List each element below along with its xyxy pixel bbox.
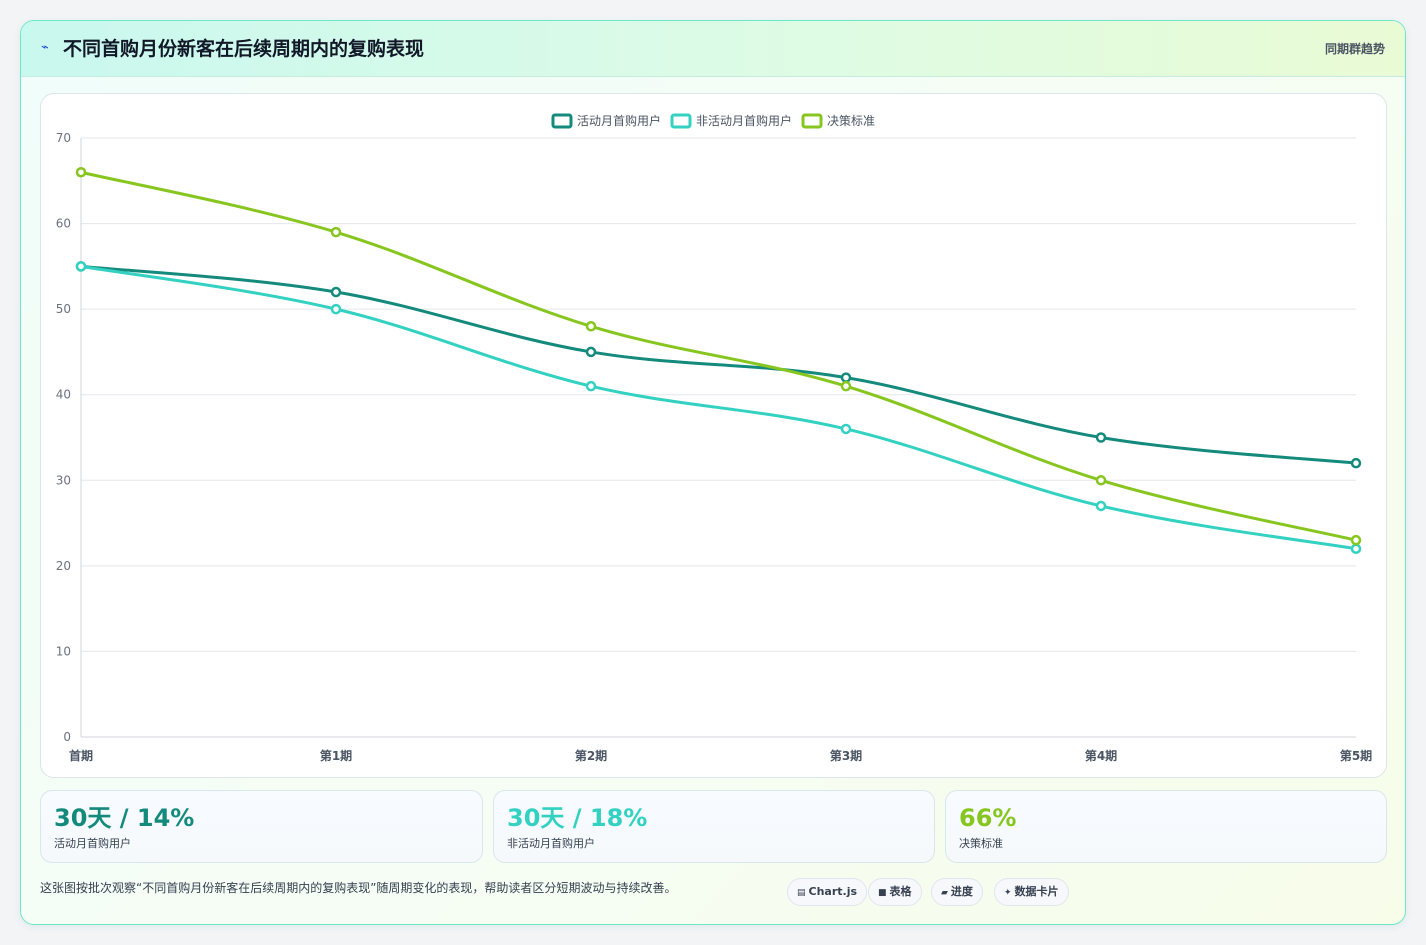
data-point [840, 380, 852, 392]
line-chart: 0 10 20 30 40 50 60 70 首期 第1期 第2期 第3期 第4期 第5期 活动月首购用户… [56, 113, 1372, 763]
x-tick-label: 第1期 [320, 748, 352, 763]
stat-value: 66% [959, 804, 1017, 832]
grid [81, 137, 1356, 738]
series-line-3 [79, 170, 1358, 542]
data-point [330, 303, 342, 315]
chip-label: 数据卡片 [1014, 885, 1059, 898]
data-point [585, 346, 597, 358]
chart-footnote: 这张图按批次观察“不同首购月份新客在后续周期内的复购表现”随周期变化的表现，帮助… [40, 881, 677, 895]
stat-value: 30天 / 18% [507, 804, 648, 832]
data-point [585, 380, 597, 392]
page-title: 不同首购月份新客在后续周期内的复购表现 [63, 38, 425, 60]
data-point [840, 423, 852, 435]
legend-label-2: 非活动月首购用户 [696, 113, 792, 128]
data-point [840, 372, 852, 383]
table-icon: ■ [878, 888, 887, 898]
chip-table[interactable]: ■ 表格 [868, 878, 922, 906]
legend-swatch-1 [551, 113, 573, 129]
series-line-2 [79, 264, 1358, 551]
data-point [1095, 500, 1107, 512]
y-tick-label: 20 [56, 559, 71, 573]
legend-label-3: 决策标准 [827, 114, 875, 128]
y-tick-label: 10 [56, 644, 71, 658]
stat-label: 非活动月首购用户 [507, 837, 595, 850]
y-tick-label: 50 [56, 302, 71, 316]
stat-card-standard: 66% 决策标准 [945, 790, 1387, 863]
legend-label-1: 活动月首购用户 [577, 113, 661, 128]
data-point [1350, 543, 1362, 554]
data-point [1350, 534, 1362, 546]
data-point [75, 261, 87, 272]
series-points [75, 166, 1362, 554]
chart-panel: 0 10 20 30 40 50 60 70 首期 第1期 第2期 第3期 第4期 第5期 活动月首购用户… [40, 93, 1387, 778]
data-point [585, 321, 597, 332]
progress-icon: ▰ [941, 888, 948, 898]
y-tick-label: 0 [63, 730, 71, 744]
x-tick-label: 首期 [69, 748, 93, 763]
chip-label: 进度 [950, 885, 973, 898]
data-point [1095, 432, 1107, 443]
chart-icon: ▤ [797, 888, 806, 898]
chip-data-card[interactable]: ✦ 数据卡片 [994, 878, 1069, 906]
y-tick-label: 70 [56, 131, 71, 145]
chip-label: 表格 [889, 885, 912, 898]
chip-progress[interactable]: ▰ 进度 [931, 878, 983, 906]
bolt-icon: ⌁ [41, 40, 49, 55]
data-point [1350, 457, 1362, 469]
y-tick-label: 60 [56, 217, 71, 231]
sparkle-icon: ✦ [1004, 888, 1012, 898]
header-tag: 同期群趋势 [1324, 42, 1385, 56]
stat-value: 30天 / 14% [54, 804, 195, 832]
y-tick-label: 30 [56, 473, 71, 487]
x-tick-label: 第2期 [575, 748, 607, 763]
chip-chartjs[interactable]: ▤ Chart.js [787, 878, 868, 906]
chip-label: Chart.js [808, 885, 858, 898]
x-tick-label: 第4期 [1085, 748, 1117, 763]
chart-card: ⌁ 不同首购月份新客在后续周期内的复购表现 同期群趋势 0 10 20 30 40 50 6… [20, 20, 1406, 925]
stat-card-active: 30天 / 14% 活动月首购用户 [40, 790, 483, 863]
series-line-1 [79, 264, 1358, 465]
data-point [1095, 475, 1107, 486]
axes: 0 10 20 30 40 50 60 70 首期 第1期 第2期 第3期 第4期 第5期 [56, 131, 1372, 763]
stat-label: 活动月首购用户 [54, 837, 131, 850]
legend-swatch-3 [801, 113, 823, 129]
x-tick-label: 第3期 [830, 748, 862, 763]
x-tick-label: 第5期 [1340, 748, 1372, 763]
series-lines [79, 170, 1358, 551]
legend: 活动月首购用户 非活动月首购用户 决策标准 [551, 113, 875, 129]
data-point [75, 166, 87, 178]
data-point [330, 286, 342, 298]
data-point [330, 226, 342, 238]
stat-card-inactive: 30天 / 18% 非活动月首购用户 [493, 790, 935, 863]
card-header: ⌁ 不同首购月份新客在后续周期内的复购表现 同期群趋势 [21, 21, 1405, 77]
y-tick-label: 40 [56, 388, 71, 402]
stat-label: 决策标准 [959, 837, 1003, 850]
legend-swatch-2 [670, 113, 692, 129]
